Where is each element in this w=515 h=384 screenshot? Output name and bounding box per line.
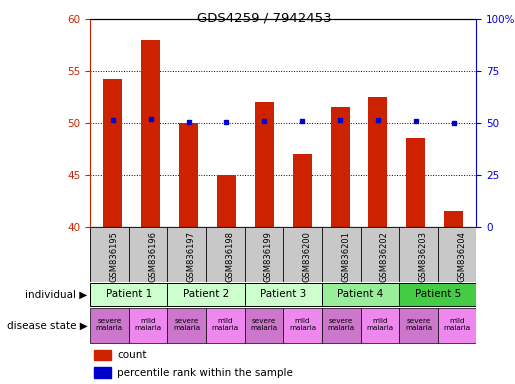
Bar: [255, 102, 274, 227]
Text: mild
malaria: mild malaria: [212, 318, 239, 331]
Text: Patient 3: Patient 3: [260, 289, 306, 299]
Text: Patient 5: Patient 5: [415, 289, 461, 299]
Text: Patient 4: Patient 4: [337, 289, 384, 299]
Text: GSM836204: GSM836204: [457, 231, 466, 282]
Text: GSM836198: GSM836198: [226, 231, 234, 282]
Text: GSM836199: GSM836199: [264, 231, 273, 282]
Bar: [245, 308, 283, 343]
Text: severe
malaria: severe malaria: [96, 318, 123, 331]
Bar: [322, 283, 399, 306]
Bar: [206, 308, 245, 343]
Bar: [368, 97, 387, 227]
Text: GSM836202: GSM836202: [380, 231, 389, 282]
Bar: [104, 79, 123, 227]
Text: severe
malaria: severe malaria: [173, 318, 200, 331]
Bar: [360, 308, 399, 343]
Bar: [129, 308, 167, 343]
Text: GSM836195: GSM836195: [109, 231, 118, 282]
Text: disease state ▶: disease state ▶: [7, 320, 88, 331]
Bar: [94, 367, 111, 378]
Bar: [444, 211, 463, 227]
Text: GDS4259 / 7942453: GDS4259 / 7942453: [197, 12, 331, 25]
Text: mild
malaria: mild malaria: [134, 318, 162, 331]
Text: count: count: [117, 350, 147, 360]
Bar: [438, 308, 476, 343]
Bar: [283, 308, 322, 343]
Text: mild
malaria: mild malaria: [443, 318, 471, 331]
Bar: [399, 308, 438, 343]
Text: severe
malaria: severe malaria: [250, 318, 278, 331]
Text: GSM836201: GSM836201: [341, 231, 350, 282]
Bar: [90, 283, 167, 306]
Text: severe
malaria: severe malaria: [405, 318, 432, 331]
Text: mild
malaria: mild malaria: [289, 318, 316, 331]
Text: severe
malaria: severe malaria: [328, 318, 355, 331]
Text: Patient 2: Patient 2: [183, 289, 229, 299]
Bar: [399, 283, 476, 306]
Bar: [293, 154, 312, 227]
Bar: [94, 350, 111, 360]
Bar: [331, 108, 350, 227]
Text: percentile rank within the sample: percentile rank within the sample: [117, 367, 293, 377]
Text: Patient 1: Patient 1: [106, 289, 152, 299]
Bar: [179, 123, 198, 227]
Text: mild
malaria: mild malaria: [366, 318, 393, 331]
Text: GSM836197: GSM836197: [186, 231, 196, 282]
Text: GSM836200: GSM836200: [303, 231, 312, 282]
Bar: [167, 308, 206, 343]
Bar: [217, 175, 236, 227]
Text: GSM836203: GSM836203: [418, 231, 427, 282]
Text: individual ▶: individual ▶: [25, 290, 88, 300]
Bar: [167, 283, 245, 306]
Bar: [90, 308, 129, 343]
Text: GSM836196: GSM836196: [148, 231, 157, 282]
Bar: [322, 308, 360, 343]
Bar: [141, 40, 160, 227]
Bar: [406, 139, 425, 227]
Bar: [245, 283, 322, 306]
